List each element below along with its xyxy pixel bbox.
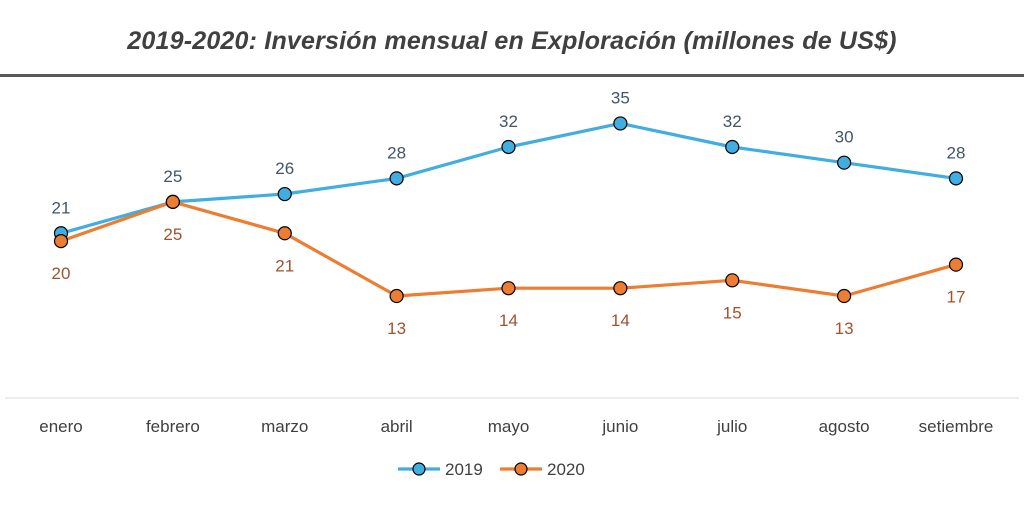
data-label-2019-agosto: 30	[835, 128, 854, 147]
legend-label-2020: 2020	[547, 460, 585, 479]
data-label-2019-enero: 21	[52, 198, 71, 217]
data-label-2020-enero: 20	[52, 264, 71, 283]
title-divider	[0, 74, 1024, 77]
data-point-2020-junio	[613, 281, 628, 296]
data-label-2019-setiembre: 28	[947, 143, 966, 162]
legend-marker-2019	[412, 462, 426, 476]
data-label-2019-mayo: 32	[499, 112, 518, 131]
x-tick-label-junio: junio	[601, 417, 638, 436]
x-tick-label-julio: julio	[716, 417, 747, 436]
data-point-2019-agosto	[837, 155, 852, 170]
x-axis-tick-labels: enero febrero marzo abril mayo junio julio agos…	[39, 417, 993, 436]
data-point-2020-agosto	[837, 288, 852, 304]
data-point-2019-julio	[725, 139, 740, 155]
x-tick-label-marzo: marzo	[261, 417, 308, 436]
x-tick-label-febrero: febrero	[146, 417, 200, 436]
x-tick-label-mayo: mayo	[488, 417, 530, 436]
data-point-2020-enero	[53, 234, 69, 249]
x-tick-label-enero: enero	[39, 417, 82, 436]
data-label-2019-febrero: 25	[163, 167, 182, 186]
data-label-2020-abril: 13	[387, 319, 406, 338]
data-label-2019-marzo: 26	[275, 159, 294, 178]
data-point-2020-marzo	[277, 226, 292, 241]
legend-marker-2020	[514, 462, 528, 476]
x-tick-label-abril: abril	[381, 417, 413, 436]
data-point-2020-febrero	[165, 194, 180, 209]
data-label-2020-marzo: 21	[275, 256, 294, 275]
data-label-2019-junio: 35	[611, 88, 630, 107]
series-markers	[53, 116, 964, 304]
data-point-2020-mayo	[501, 281, 516, 296]
data-label-2020-setiembre: 17	[947, 288, 966, 307]
data-label-2020-agosto: 13	[835, 319, 854, 338]
data-point-2019-junio	[613, 116, 628, 131]
data-point-2019-mayo	[501, 139, 516, 155]
data-label-2019-julio: 32	[723, 112, 742, 131]
x-tick-label-agosto: agosto	[819, 417, 870, 436]
data-label-2020-junio: 14	[611, 311, 630, 330]
chart-title: 2019-2020: Inversión mensual en Explorac…	[127, 27, 897, 55]
legend: 2019 2020	[398, 460, 585, 479]
data-point-2019-setiembre	[948, 171, 964, 186]
data-label-2020-febrero: 25	[163, 225, 182, 244]
data-point-2020-abril	[389, 288, 404, 304]
data-point-2019-marzo	[277, 186, 292, 202]
data-point-2020-julio	[725, 273, 740, 288]
legend-label-2019: 2019	[445, 460, 483, 479]
data-point-2020-setiembre	[948, 257, 964, 272]
data-label-2020-mayo: 14	[499, 311, 518, 330]
data-label-2020-julio: 15	[723, 303, 742, 322]
data-point-2019-abril	[389, 171, 404, 186]
data-label-2019-abril: 28	[387, 143, 406, 162]
x-tick-label-setiembre: setiembre	[919, 417, 994, 436]
data-labels: 21 25 26 28 32 35 32 30 28 20 25 21 13 14 14 15 13 17	[52, 88, 966, 338]
